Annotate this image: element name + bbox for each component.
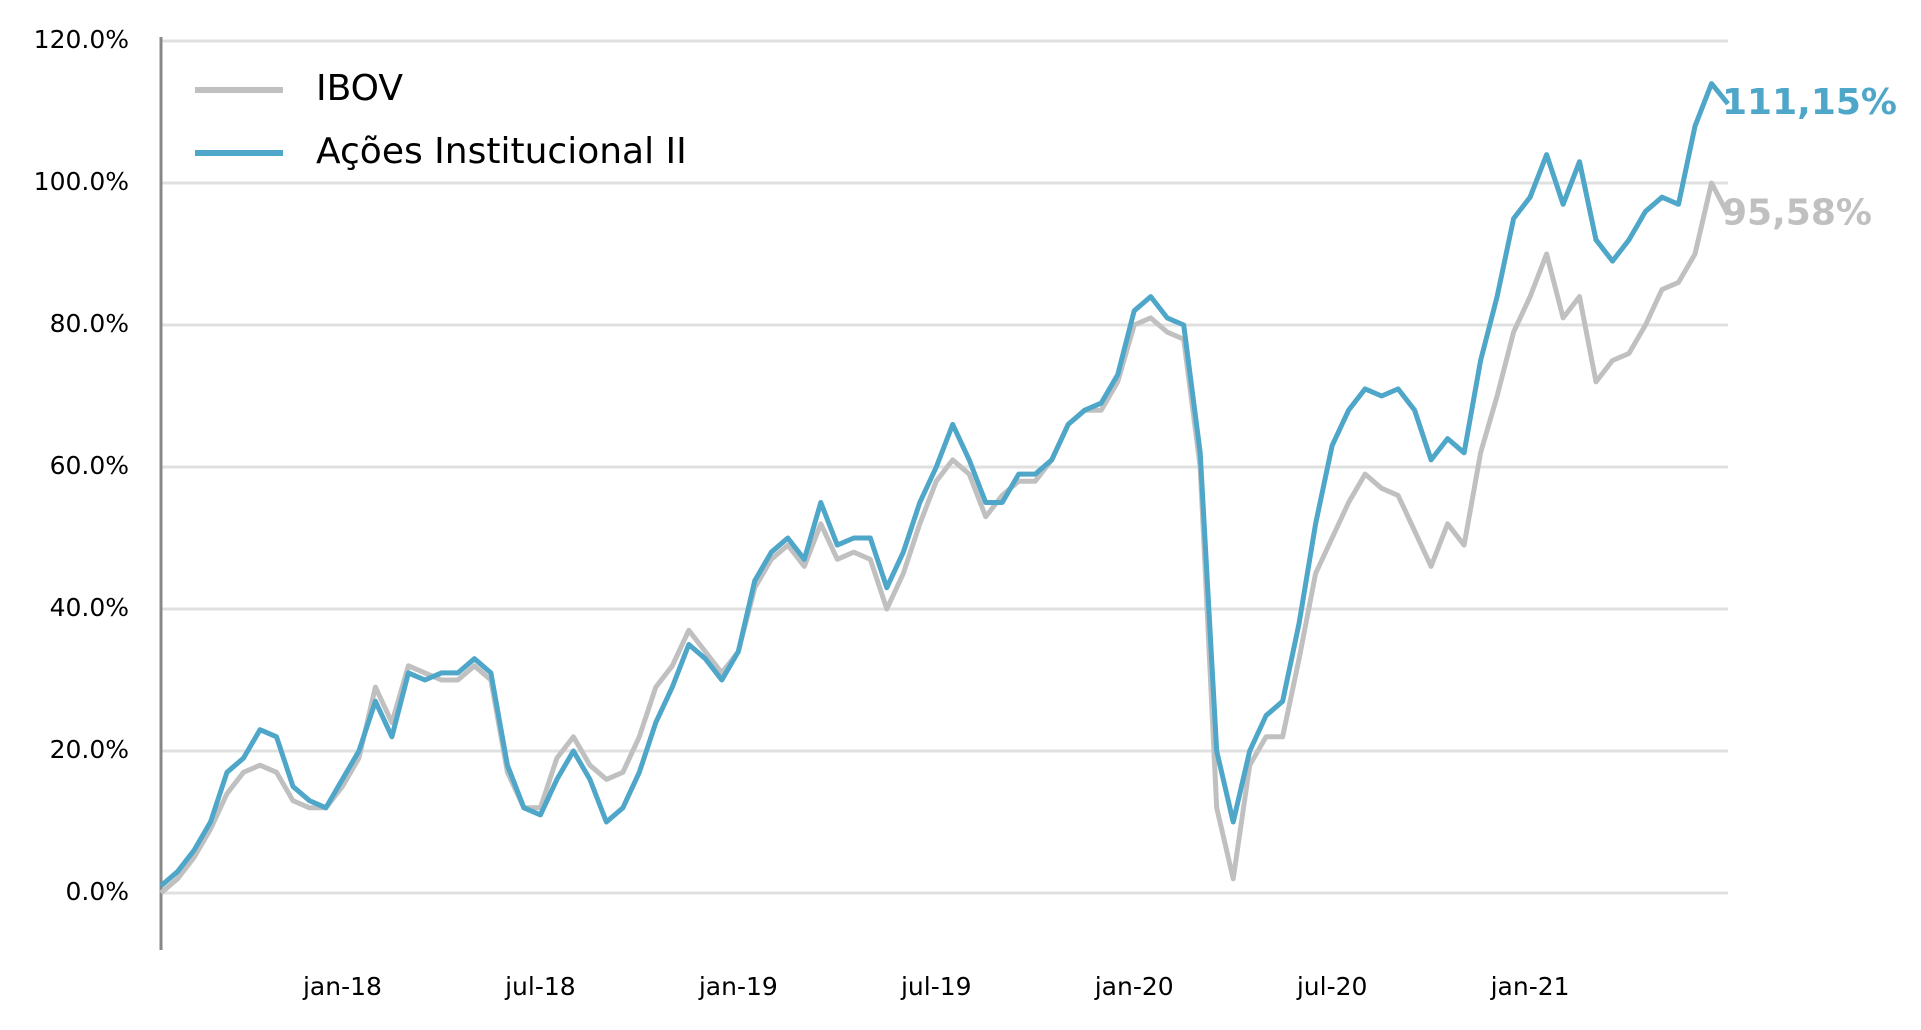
y-tick-label: 80.0% [50, 309, 129, 338]
y-tick-label: 60.0% [50, 451, 129, 480]
y-tick-label: 120.0% [34, 25, 129, 54]
y-tick-label: 0.0% [65, 877, 129, 906]
legend-label: Ações Institucional II [316, 131, 687, 172]
x-tick-label: jan-19 [698, 972, 778, 1001]
x-tick-label: jul-19 [900, 972, 972, 1001]
x-tick-label: jul-20 [1296, 972, 1368, 1001]
legend-label: IBOV [316, 68, 403, 109]
series-line [159, 81, 1730, 888]
x-tick-label: jul-18 [504, 972, 576, 1001]
y-tick-label: 20.0% [50, 735, 129, 764]
y-tick-label: 40.0% [50, 593, 129, 622]
series-line [159, 180, 1731, 895]
x-tick-label: jan-21 [1490, 972, 1570, 1001]
y-tick-label: 100.0% [34, 167, 129, 196]
x-tick-label: jan-18 [302, 972, 382, 1001]
end-label: 111,15% [1722, 82, 1897, 123]
end-label: 95,58% [1722, 192, 1872, 233]
x-tick-label: jan-20 [1094, 972, 1174, 1001]
